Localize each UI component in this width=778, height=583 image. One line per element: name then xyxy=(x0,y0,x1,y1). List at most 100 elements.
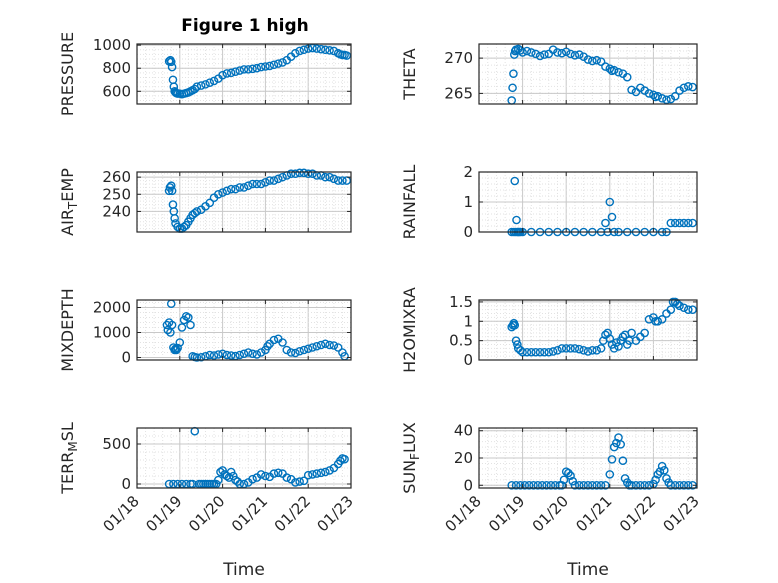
data-point xyxy=(588,56,597,66)
data-point xyxy=(252,350,262,359)
data-point xyxy=(261,177,270,187)
data-point xyxy=(166,181,176,191)
data-point xyxy=(295,477,304,486)
data-point xyxy=(649,90,658,100)
y-tick-label: 1 xyxy=(463,193,473,211)
y-tick-label: 1.5 xyxy=(449,293,473,311)
data-point xyxy=(520,480,530,490)
y-tick-label: 0 xyxy=(463,223,473,241)
data-point xyxy=(688,305,697,314)
data-points xyxy=(164,426,349,489)
data-point xyxy=(592,346,602,355)
data-points xyxy=(507,297,697,357)
data-point xyxy=(299,345,309,355)
data-point xyxy=(627,328,636,338)
data-point xyxy=(231,67,240,76)
data-point xyxy=(588,346,597,355)
y-tick-label: 0 xyxy=(121,349,131,367)
data-point xyxy=(201,80,210,89)
y-tick-label: 240 xyxy=(102,202,131,220)
data-point xyxy=(196,81,206,90)
data-point xyxy=(321,339,330,349)
data-point xyxy=(605,470,615,479)
data-point xyxy=(222,350,232,360)
data-point xyxy=(282,345,292,355)
data-point xyxy=(605,64,615,74)
data-point xyxy=(291,348,300,358)
data-point xyxy=(588,480,597,490)
data-point xyxy=(329,174,339,184)
data-point xyxy=(303,169,313,179)
data-point xyxy=(243,65,253,74)
data-point xyxy=(248,349,257,359)
data-point xyxy=(679,218,689,228)
data-points xyxy=(164,43,352,99)
data-point xyxy=(666,480,676,490)
data-point xyxy=(507,480,517,490)
data-point xyxy=(192,207,202,216)
data-point xyxy=(527,347,536,357)
y-axis-label: RAINFALL xyxy=(400,165,419,240)
y-tick-label: 0 xyxy=(121,475,131,493)
data-point xyxy=(640,480,649,490)
data-point xyxy=(644,89,654,98)
subplot-5: 0 1000 2000 MIXDEPTH xyxy=(58,288,352,372)
data-point xyxy=(312,469,322,478)
data-point xyxy=(570,344,580,353)
data-point xyxy=(335,456,345,466)
data-point xyxy=(190,208,200,218)
data-point xyxy=(553,346,562,355)
data-point xyxy=(325,340,334,350)
data-point xyxy=(583,480,593,490)
data-point xyxy=(226,68,236,78)
data-point xyxy=(162,320,172,330)
data-point xyxy=(166,57,176,67)
data-point xyxy=(209,76,219,86)
data-point xyxy=(683,305,693,314)
data-point xyxy=(557,344,567,353)
data-points xyxy=(162,299,349,362)
data-point xyxy=(218,188,227,197)
data-point xyxy=(196,352,206,362)
data-point xyxy=(299,168,309,178)
data-point xyxy=(651,475,660,485)
y-tick-label: 40 xyxy=(454,422,473,440)
data-point xyxy=(596,480,606,490)
data-point xyxy=(312,44,322,53)
data-point xyxy=(511,336,521,345)
data-point xyxy=(653,91,663,101)
data-point xyxy=(511,480,521,490)
data-point xyxy=(184,313,193,322)
data-point xyxy=(675,301,684,311)
data-point xyxy=(265,176,274,185)
data-point xyxy=(269,469,279,478)
data-point xyxy=(329,46,339,56)
data-point xyxy=(688,82,697,92)
data-point xyxy=(512,215,521,225)
data-point xyxy=(291,48,300,58)
data-point xyxy=(252,63,262,73)
plot-area xyxy=(137,300,351,360)
data-point xyxy=(670,91,680,101)
data-point xyxy=(172,345,181,355)
data-point xyxy=(636,83,645,93)
data-point xyxy=(574,480,584,490)
data-point xyxy=(340,454,349,464)
data-point xyxy=(316,44,326,54)
data-point xyxy=(167,186,177,196)
data-point xyxy=(303,470,313,480)
data-point xyxy=(218,70,227,80)
data-point xyxy=(531,347,540,357)
data-point xyxy=(618,456,628,466)
data-point xyxy=(666,218,676,228)
data-point xyxy=(561,344,571,353)
data-point xyxy=(683,480,693,490)
y-tick-label: 270 xyxy=(444,49,473,67)
y-tick-label: 265 xyxy=(444,84,473,102)
data-point xyxy=(261,471,270,481)
y-tick-label: 600 xyxy=(102,82,131,100)
data-point xyxy=(192,353,202,362)
subplot-2: 265 270 THETA xyxy=(400,43,698,105)
